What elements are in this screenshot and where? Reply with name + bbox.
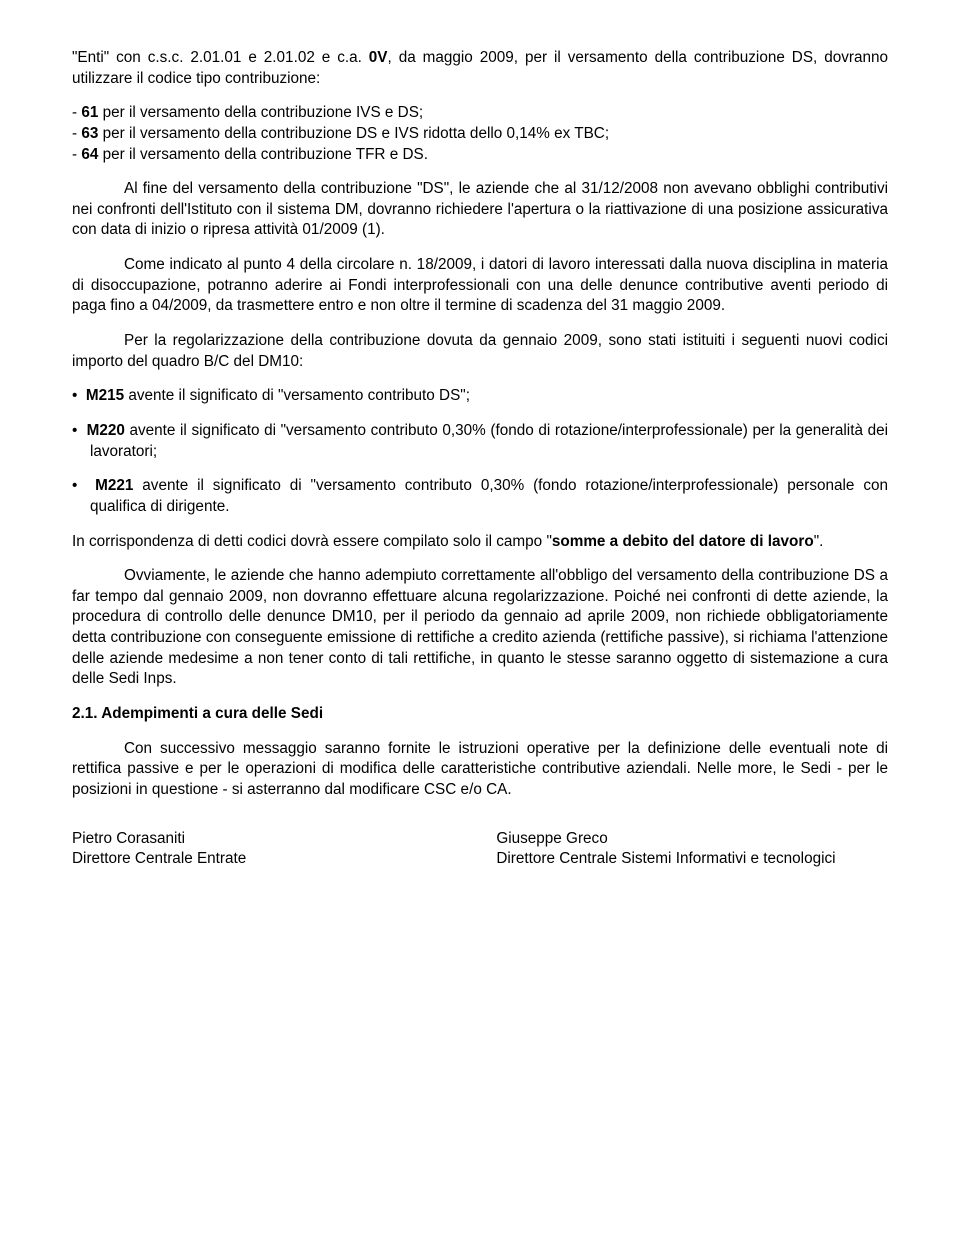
p5-bold: somme a debito del datore di lavoro (552, 533, 814, 550)
dash: - (72, 104, 81, 121)
bullet-m221: • M221 avente il significato di "versame… (72, 476, 888, 517)
paragraph-intro: "Enti" con c.s.c. 2.01.01 e 2.01.02 e c.… (72, 48, 888, 89)
m221-text: avente il significato di "versamento con… (90, 477, 888, 515)
dash: - (72, 125, 81, 142)
dash: - (72, 146, 81, 163)
m215-text: avente il significato di "versamento con… (124, 387, 470, 404)
sig-right-name: Giuseppe Greco (496, 829, 888, 850)
paragraph-6: Ovviamente, le aziende che hanno adempiu… (72, 566, 888, 690)
code-64-text: per il versamento della contribuzione TF… (98, 146, 428, 163)
code-61: 61 (81, 104, 98, 121)
heading-2-1: 2.1. Adempimenti a cura delle Sedi (72, 704, 888, 725)
code-line-61: - 61 per il versamento della contribuzio… (72, 103, 888, 124)
signature-right: Giuseppe Greco Direttore Centrale Sistem… (496, 829, 888, 870)
code-line-64: - 64 per il versamento della contribuzio… (72, 145, 888, 166)
code-m220: M220 (87, 422, 125, 439)
sig-left-title: Direttore Centrale Entrate (72, 849, 464, 870)
intro-open: "Enti" con c.s.c. 2.01.01 e 2.01.02 e c.… (72, 49, 369, 66)
sig-right-title: Direttore Centrale Sistemi Informativi e… (496, 849, 888, 870)
paragraph-5: In corrispondenza di detti codici dovrà … (72, 532, 888, 553)
p5-a: In corrispondenza di detti codici dovrà … (72, 533, 552, 550)
paragraph-4: Per la regolarizzazione della contribuzi… (72, 331, 888, 372)
code-line-63: - 63 per il versamento della contribuzio… (72, 124, 888, 145)
code-61-text: per il versamento della contribuzione IV… (98, 104, 423, 121)
bullet-dot: • (72, 387, 86, 404)
document-page: "Enti" con c.s.c. 2.01.01 e 2.01.02 e c.… (0, 0, 960, 926)
bullet-m220: • M220 avente il significato di "versame… (72, 421, 888, 462)
bullet-dot: • (72, 477, 95, 494)
paragraph-2: Al fine del versamento della contribuzio… (72, 179, 888, 241)
m220-text: avente il significato di "versamento con… (90, 422, 888, 460)
sig-left-name: Pietro Corasaniti (72, 829, 464, 850)
p5-c: ". (814, 533, 824, 550)
intro-code-0v: 0V (369, 49, 388, 66)
code-63-text: per il versamento della contribuzione DS… (98, 125, 609, 142)
signature-left: Pietro Corasaniti Direttore Centrale Ent… (72, 829, 464, 870)
bullet-m215: • M215 avente il significato di "versame… (72, 386, 888, 407)
signatures-block: Pietro Corasaniti Direttore Centrale Ent… (72, 829, 888, 870)
code-m221: M221 (95, 477, 133, 494)
paragraph-7: Con successivo messaggio saranno fornite… (72, 739, 888, 801)
code-64: 64 (81, 146, 98, 163)
code-63: 63 (81, 125, 98, 142)
code-m215: M215 (86, 387, 124, 404)
bullet-dot: • (72, 422, 87, 439)
paragraph-3: Come indicato al punto 4 della circolare… (72, 255, 888, 317)
